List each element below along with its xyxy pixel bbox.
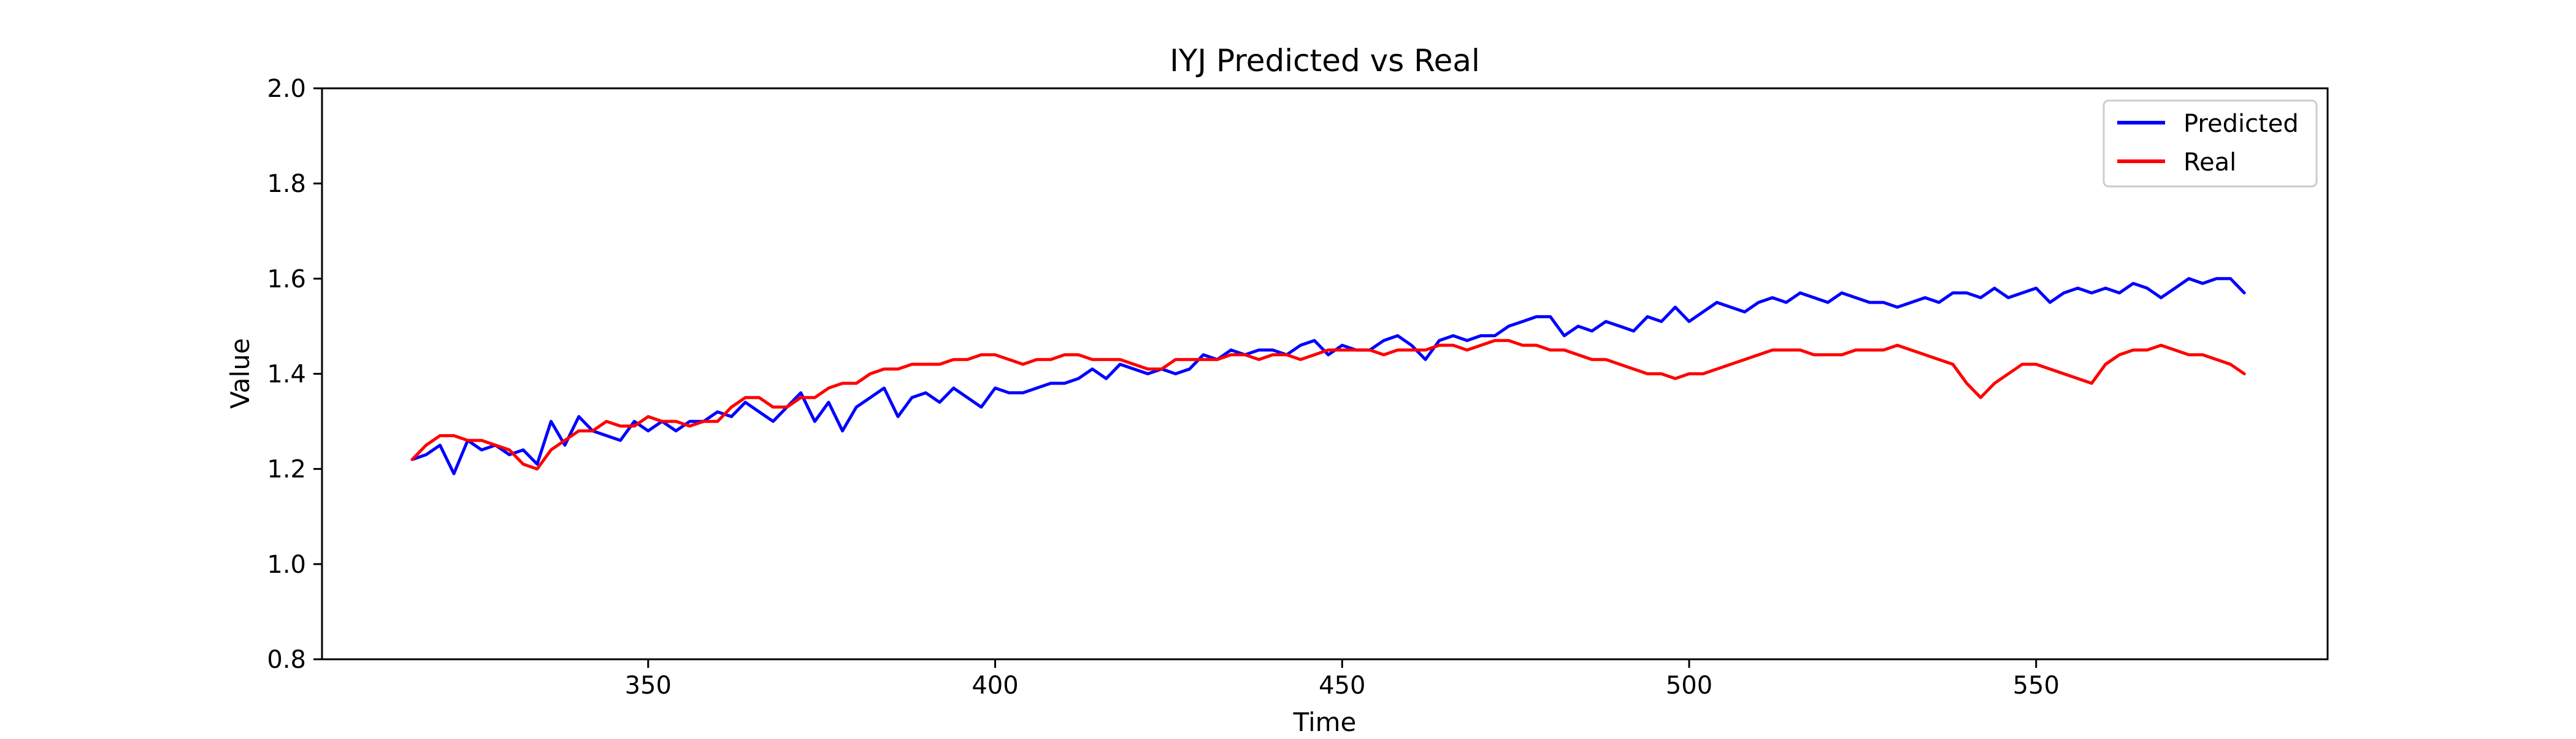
chart-title: IYJ Predicted vs Real: [1170, 43, 1480, 78]
x-tick-label: 500: [1666, 672, 1712, 700]
y-tick-label: 1.4: [267, 361, 306, 389]
x-tick-label: 400: [972, 672, 1018, 700]
y-tick-label: 0.8: [267, 646, 306, 674]
x-tick-label: 550: [2013, 672, 2060, 700]
x-axis-label: Time: [1293, 707, 1357, 736]
plot-area-frame: [321, 87, 2329, 661]
series-line-predicted: [410, 277, 2246, 475]
y-tick-label: 1.8: [267, 170, 306, 198]
series-line-real: [410, 339, 2246, 471]
y-tick-label: 1.6: [267, 265, 306, 293]
x-tick-label: 450: [1319, 672, 1365, 700]
y-tick-label: 2.0: [267, 75, 306, 103]
y-tick-label: 1.2: [267, 456, 306, 484]
x-tick-label: 350: [625, 672, 672, 700]
legend: Predicted Real: [2103, 99, 2318, 188]
legend-label-predicted: Predicted: [2183, 110, 2299, 138]
legend-label-real: Real: [2183, 148, 2236, 177]
y-axis-label: Value: [225, 338, 255, 408]
axis-ticks: 350 400 450 500 550 0.8 1.0 1.2 1.4 1.6 1.8 2.0: [267, 75, 2060, 700]
y-tick-label: 1.0: [267, 551, 306, 579]
data-series: [410, 277, 2246, 475]
